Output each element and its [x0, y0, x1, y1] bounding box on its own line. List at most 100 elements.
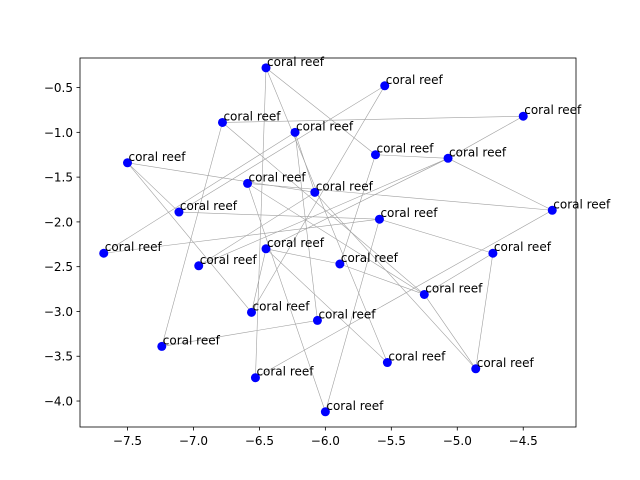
point-label: coral reef [425, 281, 483, 295]
point-label: coral reef [180, 199, 238, 213]
data-point [382, 358, 392, 368]
data-point [217, 117, 227, 127]
data-point [122, 158, 132, 168]
y-tick-label: −1.5 [44, 171, 73, 185]
connector-line [198, 158, 449, 267]
data-point [374, 214, 384, 224]
point-label: coral reef [386, 73, 444, 87]
connector-line [255, 209, 553, 379]
point-label: coral reef [267, 236, 325, 250]
connector-line [424, 294, 476, 369]
connector-line [178, 85, 385, 213]
x-tick-label: −5.5 [377, 434, 406, 448]
data-point [310, 187, 320, 197]
point-label: coral reef [252, 299, 310, 313]
data-point [380, 81, 390, 91]
connector-line [379, 218, 493, 254]
data-point [547, 205, 557, 215]
x-tick-label: −7.5 [113, 434, 142, 448]
connector-line [475, 253, 494, 369]
connector-line [251, 85, 385, 313]
connector-line [314, 192, 476, 369]
connector-line [265, 248, 388, 363]
point-label: coral reef [105, 240, 163, 254]
connector-line [247, 183, 326, 412]
connector-line [325, 219, 380, 412]
x-tick-label: −7.0 [179, 434, 208, 448]
data-point [246, 307, 256, 317]
x-tick-label: −6.5 [245, 434, 274, 448]
data-points [99, 63, 557, 417]
connector-line [103, 132, 296, 254]
connector-line [447, 158, 553, 211]
point-label: coral reef [449, 145, 507, 159]
point-label: coral reef [128, 150, 186, 164]
connector-line [198, 192, 315, 267]
data-point [194, 261, 204, 271]
y-tick-label: −2.5 [44, 260, 73, 274]
point-label: coral reef [163, 333, 221, 347]
data-point [250, 373, 260, 383]
x-tick-label: −5.0 [443, 434, 472, 448]
point-label: coral reef [223, 109, 281, 123]
point-label: coral reef [267, 55, 325, 69]
data-point [157, 341, 167, 351]
y-tick-label: −0.5 [44, 81, 73, 95]
point-label: coral reef [249, 170, 307, 184]
connector-line [424, 252, 494, 295]
point-label: coral reef [524, 103, 582, 117]
point-label: coral reef [341, 251, 399, 265]
data-point [261, 63, 271, 73]
connector-line [447, 115, 524, 159]
data-point [312, 315, 322, 325]
point-label: coral reef [326, 399, 384, 413]
connector-line [247, 183, 553, 211]
point-label: coral reef [553, 197, 611, 211]
point-label: coral reef [477, 356, 535, 370]
data-point [261, 244, 271, 254]
connector-line [103, 218, 380, 254]
connector-line [127, 162, 252, 313]
connector-line [294, 132, 318, 321]
data-point [370, 150, 380, 160]
x-tick-label: −6.0 [311, 434, 340, 448]
data-point [419, 289, 429, 299]
data-point [320, 407, 330, 417]
point-label: coral reef [388, 350, 446, 364]
connector-line [247, 183, 425, 295]
connector-line [251, 248, 267, 313]
y-axis: −0.5 −1.0 −1.5 −2.0 −2.5 −3.0 −3.5 −4.0 [44, 81, 80, 409]
y-tick-label: −3.0 [44, 305, 73, 319]
y-tick-label: −3.5 [44, 350, 73, 364]
point-label: coral reef [494, 240, 552, 254]
x-axis: −7.5 −7.0 −6.5 −6.0 −5.5 −5.0 −4.5 [113, 427, 538, 448]
connector-line [161, 320, 318, 347]
data-point [174, 207, 184, 217]
point-label: coral reef [296, 119, 354, 133]
y-tick-label: −4.0 [44, 395, 73, 409]
data-point [488, 248, 498, 258]
connector-line [178, 211, 380, 220]
point-label: coral reef [376, 142, 434, 156]
data-point [290, 127, 300, 137]
data-point [99, 248, 109, 258]
connector-line [375, 154, 449, 159]
connector-line [265, 158, 449, 250]
x-tick-label: −4.5 [509, 434, 538, 448]
data-point [443, 153, 453, 163]
connector-line [265, 67, 388, 363]
y-tick-label: −2.0 [44, 215, 73, 229]
data-point [243, 178, 253, 188]
connector-line [339, 154, 376, 265]
connector-line [161, 122, 223, 347]
point-label: coral reef [200, 253, 258, 267]
connector-line [294, 132, 316, 193]
data-point [518, 111, 528, 121]
connector-line [222, 122, 425, 295]
point-label: coral reef [256, 365, 314, 379]
y-tick-label: −1.0 [44, 126, 73, 140]
point-label: coral reef [316, 179, 374, 193]
connector-line [222, 115, 524, 123]
connector-line [339, 263, 425, 295]
